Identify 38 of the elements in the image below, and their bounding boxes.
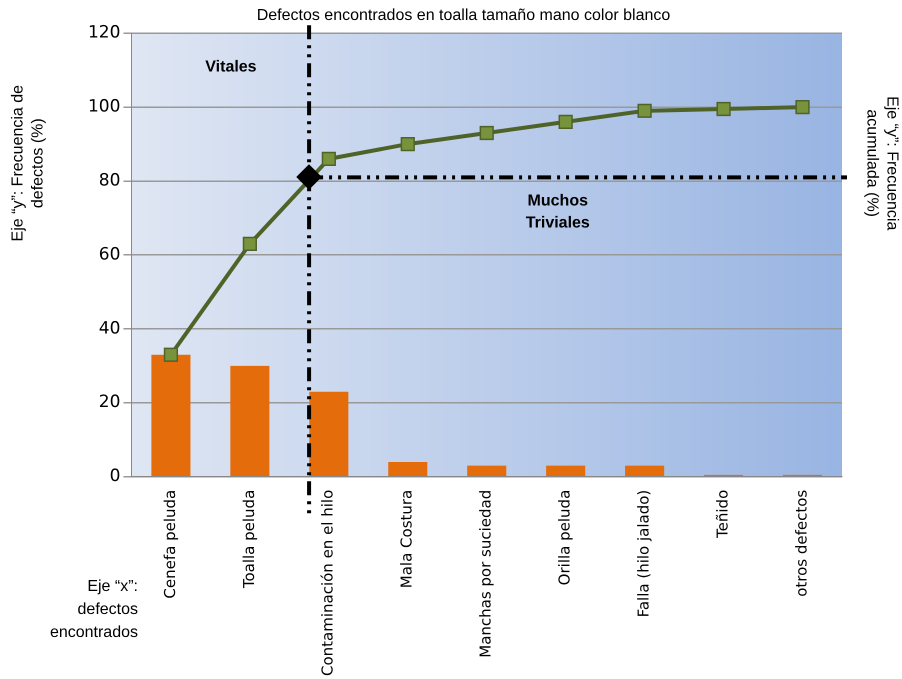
x-tick-label: Toalla peluda <box>240 490 258 590</box>
y-tick-label: 60 <box>98 244 120 264</box>
x-tick-label: Manchas por suciedad <box>476 490 495 658</box>
y-axis-title: Eje “y”: Frecuencia de defectos (%) <box>9 84 46 242</box>
x-tick-label: Teñido <box>713 490 732 539</box>
bar <box>467 466 506 476</box>
x-tick-label: otros defectos <box>792 490 810 597</box>
y-tick-label: 40 <box>98 318 120 338</box>
bar <box>309 392 348 476</box>
y-tick-label: 120 <box>88 22 120 43</box>
bar <box>230 366 270 476</box>
x-tick-label: Orilla peluda <box>556 490 574 586</box>
x-tick-label: Falla (hilo jalado) <box>634 490 653 618</box>
x-tick-label: Contaminación en el hilo <box>318 490 337 676</box>
y-tick-label: 0 <box>110 466 120 486</box>
x-tick-label: Cenefa peluda <box>160 490 179 599</box>
bar <box>388 462 428 476</box>
x-axis-title: Eje “x”: defectos encontrados <box>50 578 138 642</box>
point <box>558 114 573 130</box>
annotation: Vitales <box>205 58 257 76</box>
y-tick-label: 20 <box>98 392 120 412</box>
bar <box>546 466 586 476</box>
point <box>242 236 257 251</box>
point <box>400 136 415 152</box>
bar <box>151 354 190 476</box>
point <box>716 102 731 116</box>
chart-title: Defectos encontrados en toalla tamaño mano color blanco <box>256 7 670 24</box>
point <box>322 152 336 166</box>
y2-axis-title: Eje “y”: Frecuencia acumulada (%) <box>864 96 901 230</box>
annotation: Muchos Triviales <box>526 192 590 232</box>
point <box>795 100 810 114</box>
point <box>638 104 652 118</box>
point <box>480 126 494 140</box>
point <box>164 348 178 362</box>
y-tick-label: 80 <box>98 170 120 190</box>
bar <box>625 466 664 476</box>
x-tick-label: Mala Costura <box>398 490 416 588</box>
y-tick-label: 100 <box>88 96 120 117</box>
